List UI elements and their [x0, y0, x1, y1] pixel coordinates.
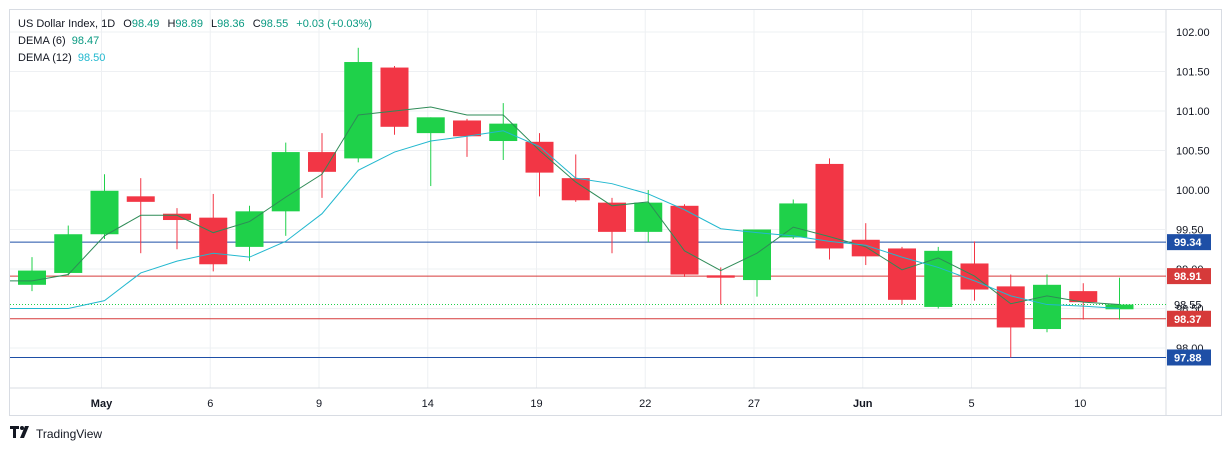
x-tick-label: 22 [639, 398, 651, 410]
candle-body[interactable] [344, 62, 373, 159]
candle-body[interactable] [380, 67, 409, 127]
price-label-box [1167, 310, 1211, 327]
price-label-box [1167, 349, 1211, 366]
dema6-value: 98.47 [71, 35, 100, 47]
candle-body[interactable] [815, 163, 844, 249]
x-tick-label: 5 [968, 398, 974, 410]
ohlc-legend: US Dollar Index, 1D O98.49 H98.89 L98.36… [18, 18, 373, 30]
dema12-line [10, 130, 1120, 309]
candle-body[interactable] [1105, 304, 1134, 310]
price-label-text: 99.34 [1174, 237, 1202, 249]
x-tick-label: 19 [530, 398, 542, 410]
candle-body[interactable] [1033, 284, 1061, 330]
brand-name: TradingView [36, 426, 103, 441]
y-tick-label: 99.50 [1176, 225, 1204, 237]
dema6-legend[interactable]: DEMA (6) 98.47 [18, 34, 99, 48]
y-tick-label: 102.00 [1176, 27, 1210, 39]
candle-body[interactable] [271, 152, 300, 212]
price-label-text: 98.91 [1174, 271, 1202, 283]
candle-body[interactable] [670, 205, 699, 275]
candle-body[interactable] [18, 270, 46, 285]
candle-body[interactable] [489, 123, 518, 142]
open-value: 98.49 [131, 18, 160, 30]
candle-body[interactable] [743, 229, 771, 281]
high-value: 98.89 [175, 18, 203, 30]
current-price-label: 98.55 [1174, 300, 1202, 312]
candle-body[interactable] [163, 213, 191, 221]
price-label-text: 97.88 [1174, 352, 1202, 364]
dema12-legend[interactable]: DEMA (12) 98.50 [18, 51, 105, 65]
candle-body[interactable] [779, 203, 808, 238]
y-tick-label: 100.00 [1176, 185, 1210, 197]
candle-body[interactable] [851, 239, 880, 257]
dema6-line [10, 106, 1120, 306]
interval: 1D [101, 18, 116, 30]
candle-body[interactable] [308, 152, 336, 172]
tradingview-brand[interactable]: TradingView [10, 426, 102, 441]
dema12-label: DEMA (12) [18, 52, 72, 64]
tradingview-logo-icon [10, 426, 32, 441]
candle-body[interactable] [453, 120, 481, 137]
candle-body[interactable] [235, 211, 264, 247]
price-label-text: 98.37 [1174, 314, 1202, 326]
x-tick-label: 27 [748, 398, 760, 410]
candle-body[interactable] [706, 275, 735, 278]
dema6-label: DEMA (6) [18, 35, 66, 47]
candle-body[interactable] [996, 286, 1025, 328]
close-label: C [252, 18, 261, 30]
candle-body[interactable] [598, 202, 626, 232]
low-label: L [211, 18, 218, 30]
open-label: O [123, 18, 132, 30]
candle-body[interactable] [199, 217, 228, 265]
y-tick-label: 101.00 [1176, 106, 1210, 118]
x-tick-label: 10 [1074, 398, 1086, 410]
low-value: 98.36 [217, 18, 245, 30]
candle-body[interactable] [888, 248, 916, 300]
price-label-box [1167, 234, 1211, 251]
close-value: 98.55 [260, 18, 289, 30]
price-label-box [1167, 268, 1211, 285]
x-tick-label: 6 [207, 398, 213, 410]
change-value: +0.03 (+0.03%) [296, 18, 373, 30]
candle-body[interactable] [90, 190, 119, 235]
candle-body[interactable] [416, 117, 445, 134]
x-tick-label: 9 [316, 398, 322, 410]
candle-body[interactable] [126, 196, 155, 202]
candle-body[interactable] [54, 234, 83, 273]
x-tick-label: Jun [853, 398, 873, 410]
dema12-value: 98.50 [77, 52, 106, 64]
candle-body[interactable] [634, 202, 663, 232]
candle-body[interactable] [1069, 291, 1098, 303]
y-tick-label: 101.50 [1176, 67, 1210, 79]
y-tick-label: 100.50 [1176, 146, 1210, 158]
symbol-name: US Dollar Index [18, 18, 96, 30]
x-tick-label: 14 [422, 398, 434, 410]
high-label: H [167, 18, 176, 30]
candle-body[interactable] [924, 250, 953, 307]
x-tick-label: May [91, 398, 113, 410]
candle-body[interactable] [561, 178, 590, 201]
